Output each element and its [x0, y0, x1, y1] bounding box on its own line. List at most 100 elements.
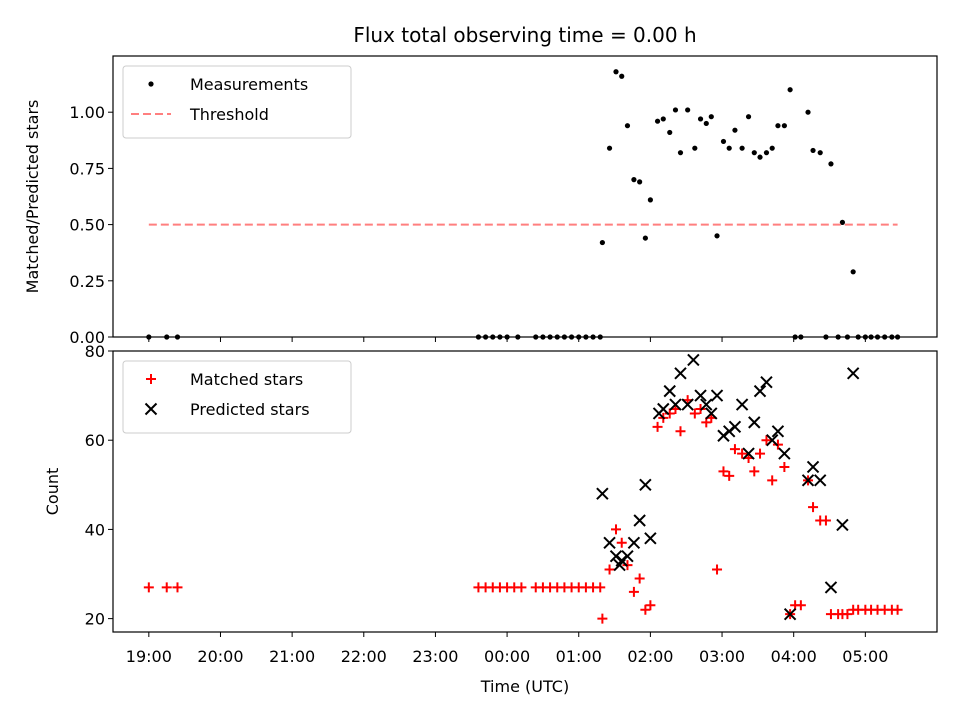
data-point [761, 435, 772, 446]
legend-label: Threshold [189, 105, 269, 124]
data-point [801, 474, 815, 487]
data-point [749, 466, 760, 477]
y-tick-label: 80 [85, 342, 105, 361]
data-point [775, 123, 781, 129]
data-point [692, 145, 698, 151]
data-point [712, 564, 723, 575]
data-point [787, 87, 793, 93]
data-point [739, 145, 745, 151]
data-point [771, 425, 785, 438]
data-point [839, 219, 846, 225]
y-tick-label: 0.25 [69, 272, 105, 291]
chart-title: Flux total observing time = 0.00 h [353, 23, 696, 47]
data-point [619, 73, 625, 79]
data-point [640, 604, 651, 615]
legend-swatch [144, 402, 158, 416]
data-point [647, 197, 653, 203]
legend: Measurements Threshold [122, 65, 352, 139]
plot-frame [112, 350, 938, 633]
data-point [806, 460, 820, 474]
data-point [795, 600, 806, 611]
data-point [836, 518, 849, 532]
data-point [842, 609, 853, 620]
data-point [729, 444, 740, 455]
data-point [597, 613, 608, 624]
y-axis-label: Matched/Predicted stars [23, 100, 42, 294]
data-point [672, 107, 679, 113]
data-point [697, 116, 704, 122]
data-point [751, 150, 757, 156]
x-tick-label: 19:00 [126, 647, 172, 666]
data-point [634, 573, 645, 584]
x-tick-label: 23:00 [412, 647, 458, 666]
data-point [817, 150, 823, 156]
data-point [596, 487, 609, 500]
data-point [726, 145, 732, 151]
x-tick-label: 22:00 [341, 647, 387, 666]
legend: Matched stars Predicted stars [122, 360, 352, 434]
data-point [616, 537, 627, 548]
data-point [760, 376, 773, 389]
y-tick-label: 0.00 [69, 328, 105, 347]
data-point [708, 114, 714, 120]
data-point [779, 461, 790, 472]
data-point [657, 402, 670, 416]
data-point [710, 389, 724, 402]
data-point [735, 398, 749, 411]
data-point [516, 582, 527, 593]
data-point [642, 235, 648, 241]
data-point [820, 515, 831, 526]
legend-swatch [148, 81, 154, 87]
x-tick-label: 04:00 [771, 647, 817, 666]
data-point [669, 398, 682, 411]
y-tick-label: 60 [85, 431, 105, 450]
data-point [757, 154, 763, 160]
legend-swatch [146, 374, 156, 384]
data-point [783, 607, 797, 621]
legend-label: Measurements [190, 75, 308, 94]
data-point [824, 581, 838, 594]
x-axis-label: Time (UTC) [480, 677, 569, 696]
data-point [745, 114, 752, 120]
data-point [599, 239, 605, 246]
data-point [613, 69, 619, 75]
data-point [703, 120, 709, 127]
legend-box [122, 65, 352, 139]
data-point [810, 147, 816, 154]
data-point [161, 582, 172, 593]
x-axis-ticks: 19:00 20:00 21:00 22:00 23:00 00:00 01:00 02:00… [126, 647, 889, 666]
data-point [610, 524, 621, 535]
data-point [660, 116, 666, 122]
data-point [631, 177, 637, 183]
data-point [606, 145, 613, 151]
data-point [674, 367, 687, 380]
data-point [652, 421, 663, 432]
data-point [805, 109, 811, 115]
panel-matched-ratio: 0.00 0.25 0.50 0.75 1.00 Matched/Predicted st… [23, 55, 938, 347]
data-point [663, 384, 676, 398]
data-point [604, 564, 615, 575]
data-point [813, 474, 827, 487]
data-point [718, 466, 729, 477]
x-tick-label: 20:00 [197, 647, 243, 666]
data-point [654, 118, 661, 124]
data-point [677, 150, 684, 156]
data-point [769, 145, 775, 151]
data-point [685, 107, 691, 113]
legend-box [122, 360, 352, 434]
data-point [765, 433, 779, 447]
data-point [595, 582, 606, 593]
data-point [892, 604, 903, 615]
y-tick-label: 1.00 [69, 103, 105, 122]
legend-label: Matched stars [190, 370, 303, 389]
y-tick-label: 0.50 [69, 216, 105, 235]
data-point [621, 549, 634, 563]
data-point [828, 161, 834, 167]
data-point [700, 398, 713, 411]
data-point [639, 478, 652, 492]
data-point [681, 398, 694, 411]
data-point [705, 407, 718, 420]
data-point [689, 408, 700, 419]
x-tick-label: 21:00 [269, 647, 315, 666]
